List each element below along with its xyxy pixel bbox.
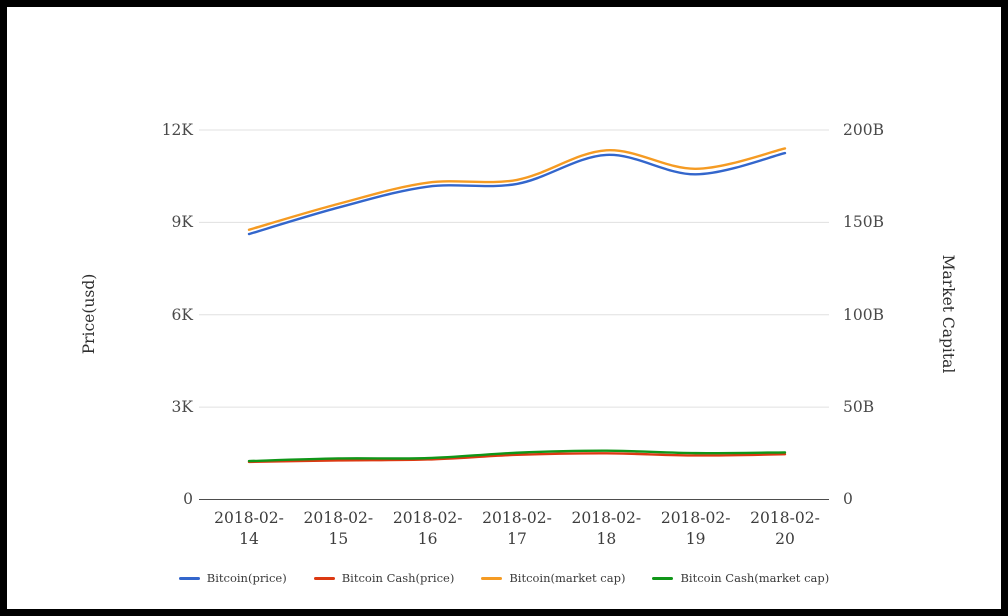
x-axis-label: 2018-02- 20 [750, 509, 820, 548]
left-axis-tick: 12K [161, 121, 193, 139]
legend-label: Bitcoin Cash(market cap) [680, 571, 830, 585]
legend-item[interactable]: Bitcoin(price) [178, 571, 287, 585]
series-line[interactable] [247, 449, 787, 463]
legend-line-icon [481, 576, 503, 580]
chart-canvas[interactable] [7, 7, 1008, 616]
x-axis-label: 2018-02- 15 [303, 509, 374, 548]
x-axis-label: 2018-02- 16 [392, 509, 463, 548]
legend: Bitcoin(price) Bitcoin Cash(price) Bitcoin… [7, 571, 1001, 585]
x-axis-label: 2018-02- 17 [482, 509, 552, 548]
left-axis-tick: 3K [171, 398, 193, 416]
right-axis-tick: 200B [843, 121, 884, 139]
legend-label: Bitcoin Cash(price) [341, 571, 455, 585]
series-line[interactable] [247, 147, 787, 231]
left-axis-title: Price(usd) [80, 273, 98, 355]
legend-label: Bitcoin(market cap) [509, 571, 626, 585]
x-axis-label: 2018-02- 19 [660, 509, 731, 548]
series-line[interactable] [247, 151, 787, 236]
left-axis-tick: 0 [183, 490, 193, 508]
legend-item[interactable]: Bitcoin(market cap) [481, 571, 625, 585]
right-axis-tick: 150B [843, 213, 884, 231]
right-axis-tick: 0 [843, 490, 853, 508]
left-axis-tick: 6K [171, 306, 193, 324]
x-axis-label: 2018-02- 18 [571, 509, 642, 548]
legend-line-icon [178, 576, 200, 580]
left-axis-tick: 9K [171, 213, 193, 231]
legend-line-icon [313, 576, 335, 580]
legend-item[interactable]: Bitcoin Cash(market cap) [652, 571, 829, 585]
x-axis-label: 2018-02- 14 [214, 509, 284, 548]
right-axis-tick: 100B [843, 306, 884, 324]
right-axis-title: Market Capital [939, 254, 957, 374]
legend-line-icon [652, 576, 674, 580]
legend-item[interactable]: Bitcoin Cash(price) [313, 571, 455, 585]
series-line[interactable] [247, 452, 787, 464]
right-axis-tick: 50B [843, 398, 875, 416]
legend-label: Bitcoin(price) [206, 571, 287, 585]
